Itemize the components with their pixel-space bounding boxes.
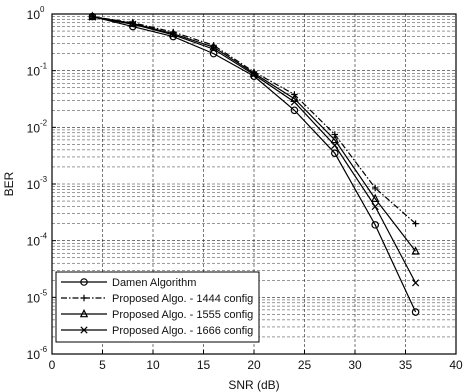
data-point-x	[209, 45, 218, 53]
data-point-x	[290, 98, 299, 106]
data-point-circle	[80, 278, 88, 286]
y-tick-label: 10	[27, 65, 41, 79]
x-tick-label: 40	[449, 358, 463, 372]
legend-item: Proposed Algo. - 1555 config	[61, 308, 253, 321]
y-tick-label: 10	[27, 8, 41, 22]
x-tick-label: 30	[348, 358, 362, 372]
y-tick-exponent: -6	[40, 345, 48, 354]
data-point-plus	[412, 220, 419, 227]
data-point-x	[129, 20, 137, 28]
legend-label: Proposed Algo. - 1555 config	[112, 309, 253, 321]
data-point-triangle	[411, 246, 420, 255]
x-tick-label: 10	[146, 358, 160, 372]
data-point-x	[371, 202, 379, 211]
y-tick-label: 10	[27, 178, 41, 192]
x-tick-label: 35	[399, 358, 413, 372]
y-tick-exponent: -1	[40, 62, 48, 71]
data-point-circle	[290, 106, 299, 115]
y-tick-label: 10	[27, 121, 41, 135]
series-4	[88, 13, 420, 287]
legend-item: Proposed Algo. - 1666 config	[61, 325, 253, 337]
data-point-plus	[80, 294, 88, 302]
data-point-plus	[372, 184, 379, 192]
data-point-triangle	[330, 134, 339, 144]
data-point-circle	[371, 221, 380, 229]
series-line	[92, 15, 417, 252]
y-axis-label: BER	[2, 171, 16, 196]
y-tick-exponent: 0	[40, 5, 45, 14]
x-tick-label: 20	[247, 358, 261, 372]
data-point-x	[80, 326, 88, 334]
data-point-x	[331, 141, 339, 150]
y-tick-exponent: -3	[40, 175, 48, 184]
legend-label: Damen Algorithm	[112, 277, 196, 289]
x-tick-label: 0	[49, 358, 56, 372]
data-point-triangle	[79, 308, 89, 318]
x-tick-label: 15	[197, 358, 211, 372]
legend-label: Proposed Algo. - 1444 config	[112, 293, 253, 305]
legend-label: Proposed Algo. - 1666 config	[112, 325, 253, 337]
legend: Damen Algorithm Proposed Algo. - 1444 con…	[55, 271, 260, 343]
y-tick-label: 10	[27, 291, 41, 305]
y-tick-label: 10	[27, 348, 41, 362]
data-point-circle	[330, 149, 339, 157]
data-point-x	[88, 13, 97, 21]
y-tick-exponent: -2	[40, 118, 48, 127]
y-tick-exponent: -4	[40, 232, 48, 241]
data-point-triangle	[371, 193, 380, 203]
x-axis-label: SNR (dB)	[228, 378, 279, 392]
data-point-x	[250, 71, 258, 79]
data-point-x	[411, 279, 420, 287]
x-axis: 0 5 10 15 20 25 30 35 40	[49, 350, 463, 372]
x-tick-label: 5	[99, 358, 106, 372]
data-point-circle	[411, 308, 420, 316]
series-layer	[88, 11, 420, 316]
y-tick-label: 10	[27, 235, 41, 249]
legend-item: Proposed Algo. - 1444 config	[61, 293, 253, 305]
x-tick-label: 25	[298, 358, 312, 372]
y-tick-exponent: -5	[40, 288, 48, 297]
data-point-x	[169, 31, 177, 39]
legend-item: Damen Algorithm	[61, 277, 196, 289]
